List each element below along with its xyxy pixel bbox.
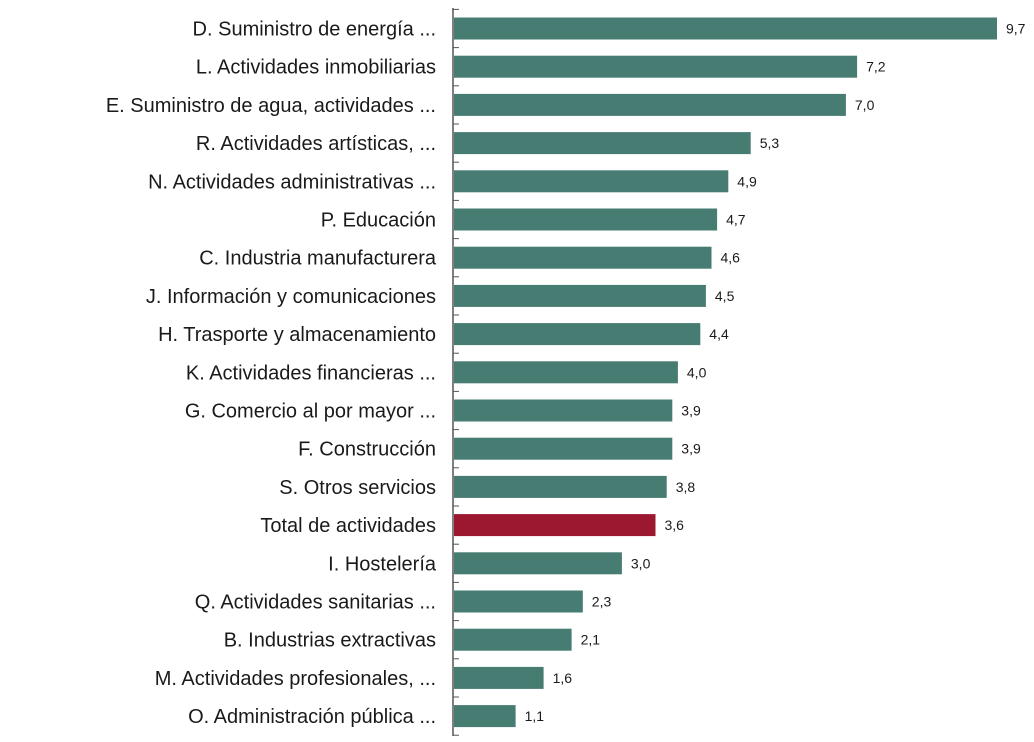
category-label: J. Información y comunicaciones [146,286,436,308]
data-label: 2,1 [581,632,601,648]
bar [454,246,712,269]
bar [454,552,622,575]
category-label: B. Industrias extractivas [224,630,436,652]
bar [454,514,656,537]
category-label: S. Otros servicios [279,477,436,499]
category-label: Total de actividades [260,515,436,537]
data-label: 9,7 [1006,21,1026,37]
category-label: G. Comercio al por mayor ... [185,401,436,423]
data-label: 3,9 [681,441,701,457]
category-label: R. Actividades artísticas, ... [196,133,436,155]
category-label: F. Construcción [298,439,436,461]
data-label: 4,7 [726,212,746,228]
bar [454,323,701,346]
value-labels: 9,7 7,2 7,0 5,3 4,9 4,7 4,6 4,5 4,4 4,0 3,9 3,9 3,8 3… [525,21,1026,725]
data-label: 7,2 [866,59,886,75]
category-label: O. Administración pública ... [188,706,436,728]
data-label: 5,3 [760,135,780,151]
data-label: 1,6 [553,670,573,686]
bar [454,284,706,307]
data-label: 3,0 [631,555,651,571]
data-label: 4,4 [709,326,729,342]
data-label: 3,9 [681,403,701,419]
bar [454,475,667,498]
bars-layer [454,17,997,728]
bar [454,705,516,728]
category-label: C. Industria manufacturera [199,248,437,270]
bar [454,208,718,231]
category-label: N. Actividades administrativas ... [148,171,436,193]
category-labels: D. Suministro de energía ... L. Actividad… [106,19,437,729]
bar [454,361,678,384]
category-label: I. Hostelería [328,553,437,575]
category-label: H. Trasporte y almacenamiento [158,324,436,346]
data-label: 4,9 [737,173,757,189]
data-label: 3,8 [676,479,696,495]
data-label: 4,6 [721,250,741,266]
category-label: E. Suministro de agua, actividades ... [106,95,436,117]
bar [454,170,729,193]
bar [454,132,751,155]
category-label: M. Actividades profesionales, ... [155,668,436,690]
bar [454,17,997,40]
category-label: D. Suministro de energía ... [193,19,436,41]
category-label: P. Educación [321,210,436,232]
data-label: 7,0 [855,97,875,113]
data-label: 4,5 [715,288,735,304]
data-label: 3,6 [665,517,685,533]
bar [454,590,583,613]
data-label: 4,0 [687,364,707,380]
category-label: L. Actividades inmobiliarias [196,57,436,79]
bar [454,55,858,78]
bar [454,399,673,422]
data-label: 1,1 [525,708,545,724]
category-label: K. Actividades financieras ... [186,362,436,384]
bar [454,666,544,689]
category-label: Q. Actividades sanitarias ... [195,592,436,614]
bar [454,628,572,651]
bar [454,437,673,460]
data-label: 2,3 [592,594,612,610]
bar [454,93,846,116]
y-axis [452,8,459,736]
